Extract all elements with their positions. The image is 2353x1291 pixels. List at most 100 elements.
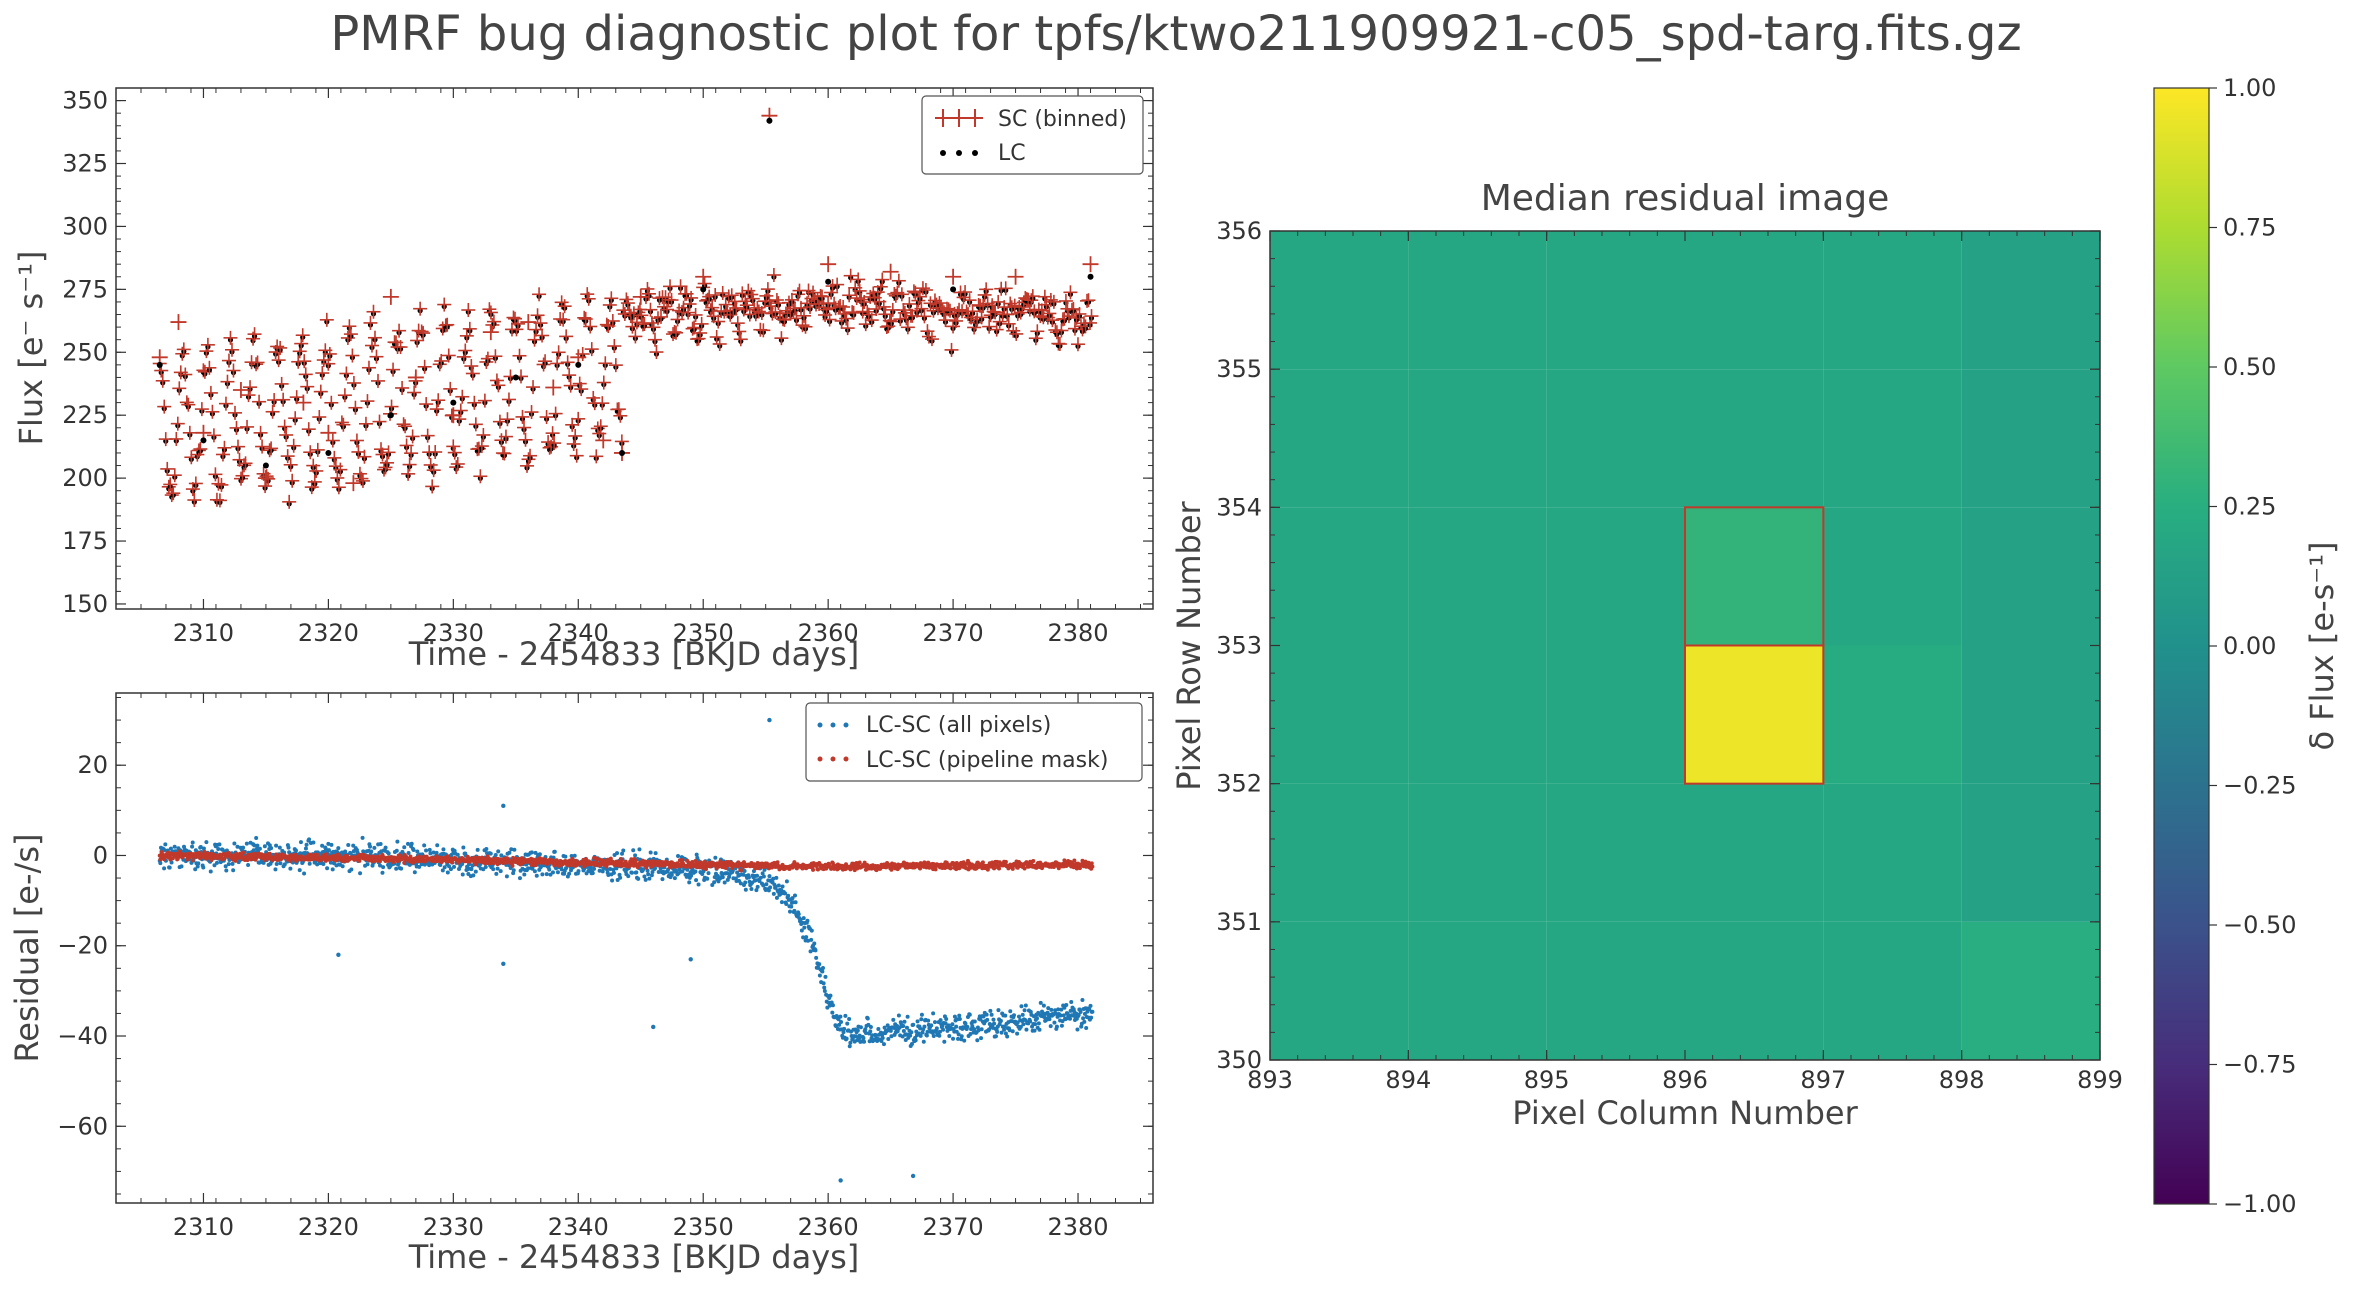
all-pixels-point [774,895,779,900]
sc-binned-point [486,314,501,329]
sc-binned-point [229,420,244,435]
all-pixels-point [987,1027,992,1032]
sc-binned-anchor [882,263,899,280]
all-pixels-point [965,1024,970,1029]
sc-binned-point [315,366,330,381]
all-pixels-point [771,891,776,896]
all-pixels-point [611,870,616,875]
all-pixels-point [634,870,639,875]
sc-binned-point [428,445,443,460]
all-pixels-point [755,884,760,889]
all-pixels-point [817,962,822,967]
sc-binned-point [1063,285,1078,300]
all-pixels-point [858,1025,863,1030]
heatmap-cell [1270,783,1409,922]
heatmap-cell [1546,507,1685,646]
sc-binned-point [480,351,495,366]
sc-binned-point [1030,324,1045,339]
all-pixels-point [1068,1016,1073,1021]
x-tick-label: 2320 [298,1213,359,1241]
all-pixels-point [1063,1017,1068,1022]
sc-binned-point [998,281,1013,296]
all-pixels-point [460,872,465,877]
all-pixels-point [685,872,690,877]
sc-binned-point [333,462,348,477]
all-pixels-point [838,1014,843,1019]
heat-y-tick-label: 356 [1216,217,1262,245]
sc-binned-point [402,457,417,472]
colorbar-tick-label: 0.00 [2223,632,2276,660]
sc-binned-point [664,293,679,308]
sc-binned-point [914,301,929,316]
sc-binned-point [458,343,473,358]
heatmap-ylabel: Pixel Row Number [1170,500,1208,790]
sc-binned-point [226,363,241,378]
all-pixels-point [394,848,399,853]
all-pixels-point [937,1029,942,1034]
all-pixels-point [876,1027,881,1032]
all-pixels-point [448,867,453,872]
heatmap-cell [1685,369,1824,508]
heatmap-cell [1408,783,1547,922]
sc-binned-point [200,337,215,352]
all-pixels-point [244,841,249,846]
sc-binned-point [739,298,754,313]
x-tick-label: 2340 [548,1213,609,1241]
all-pixels-point [1005,1034,1010,1039]
heatmap-cells [1270,231,2100,1060]
all-pixels-point [685,867,690,872]
sc-binned-point [902,296,917,311]
sc-binned-point [346,375,361,390]
lc-anchor [766,117,773,124]
pipeline-mask-point [336,853,341,858]
sc-binned-point [647,332,662,347]
all-pixels-point [799,928,804,933]
residual-ylabel: Residual [e-/s] [8,834,46,1063]
heatmap-cell [1408,231,1547,370]
all-pixels-point [320,843,325,848]
all-pixels-point [1082,1019,1087,1024]
sc-binned-point [399,438,414,453]
sc-binned-point [355,473,370,488]
all-pixels-point [235,844,240,849]
sc-binned-point [608,358,623,373]
all-pixels-point [544,872,549,877]
all-pixels-point [526,866,531,871]
sc-binned-point [965,304,980,319]
sc-binned-anchor [632,288,649,305]
all-pixels-point [412,870,417,875]
all-pixels-point [931,1011,936,1016]
x-tick-label: 2360 [798,1213,859,1241]
all-pixels-point [1033,1022,1038,1027]
heat-x-tick-label: 895 [1524,1066,1570,1094]
colorbar-gradient [2153,87,2210,1205]
all-pixels-point [1076,1012,1081,1017]
all-pixels-point [547,867,552,872]
heatmap-cell [1823,783,1962,922]
all-pixels-point [931,1034,936,1039]
sc-binned-point [988,305,1003,320]
sc-binned-point [413,301,428,316]
sc-binned-point [309,463,324,478]
pipeline-mask-point [241,850,246,855]
sc-binned-point [563,378,578,393]
sc-binned-point [756,323,771,338]
heat-x-tick-label: 899 [2077,1066,2123,1094]
sc-binned-point [842,288,857,303]
sc-binned-point [921,329,936,344]
sc-binned-point [884,314,899,329]
sc-binned-point [715,285,730,300]
sc-binned-point [155,373,170,388]
sc-binned-point [979,282,994,297]
all-pixels-point [442,865,447,870]
all-pixels-point [1090,1009,1095,1014]
sc-binned-point [774,331,789,346]
all-pixels-point [273,867,278,872]
all-pixels-point [823,974,828,979]
all-pixels-point [1052,1020,1057,1025]
legend-lc-marker [940,150,978,156]
all-pixels-point [1088,1003,1093,1008]
all-pixels-point [1053,1011,1058,1016]
heatmap-xlabel: Pixel Column Number [1512,1094,1858,1132]
sc-binned-point [491,378,506,393]
